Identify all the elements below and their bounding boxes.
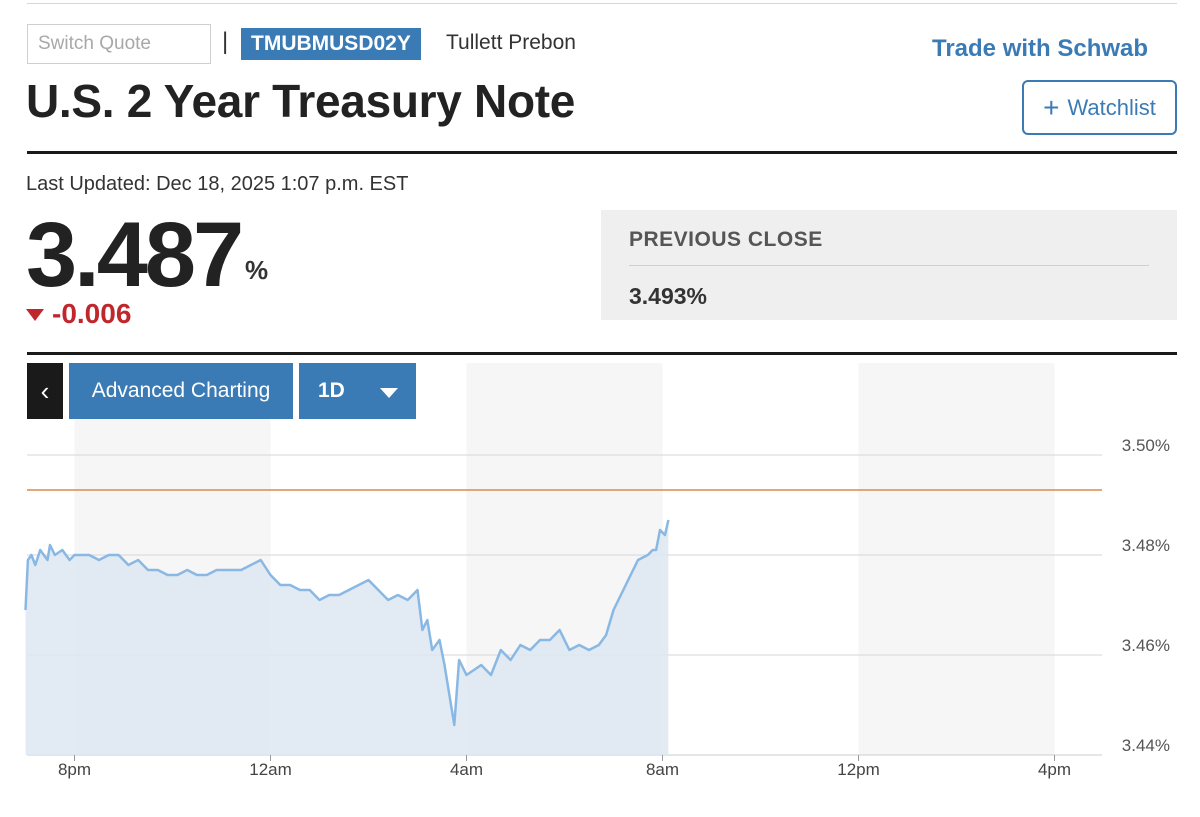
change-value: -0.006: [52, 298, 132, 329]
chevron-down-icon: [380, 388, 398, 398]
x-tick-label: 12am: [249, 760, 292, 779]
separator: |: [222, 28, 229, 55]
page-title: U.S. 2 Year Treasury Note: [26, 75, 576, 127]
chevron-left-icon: ‹: [40, 375, 50, 406]
y-tick-label: 3.46%: [1122, 636, 1170, 655]
current-price: 3.487: [26, 204, 244, 306]
x-tick-label: 4pm: [1038, 760, 1071, 779]
price-change: -0.006: [26, 298, 131, 330]
top-divider: [27, 3, 1177, 4]
range-value: 1D: [318, 379, 345, 402]
last-updated: Last Updated: Dec 18, 2025 1:07 p.m. EST: [26, 173, 409, 195]
data-source: Tullett Prebon: [446, 31, 576, 54]
switch-quote-input[interactable]: [27, 24, 211, 64]
chart-band: [858, 363, 1055, 755]
ticker-badge: TMUBMUSD02Y: [241, 28, 421, 60]
range-dropdown[interactable]: 1D: [299, 363, 416, 419]
price-unit: %: [245, 255, 269, 285]
y-tick-label: 3.50%: [1122, 436, 1170, 455]
watchlist-label: Watchlist: [1067, 94, 1156, 120]
previous-close-label: PREVIOUS CLOSE: [629, 228, 823, 251]
x-tick-label: 4am: [450, 760, 483, 779]
add-watchlist-button[interactable]: + Watchlist: [1022, 80, 1177, 135]
advanced-charting-button[interactable]: Advanced Charting: [69, 363, 293, 419]
previous-close-value: 3.493%: [629, 283, 708, 309]
header-divider: [27, 151, 1177, 154]
trade-with-schwab-link[interactable]: Trade with Schwab: [932, 35, 1149, 62]
previous-close-divider: [629, 265, 1149, 266]
down-arrow-icon: [26, 309, 44, 321]
x-tick-label: 8am: [646, 760, 679, 779]
price-chart: 3.50% 3.48% 3.46% 3.44% 8pm 12am 4am 8am 12pm 4pm: [24, 363, 1170, 779]
previous-close-panel: PREVIOUS CLOSE 3.493%: [601, 210, 1177, 320]
x-tick-label: 8pm: [58, 760, 91, 779]
chart-divider: [27, 352, 1177, 355]
plus-icon: +: [1043, 91, 1060, 123]
series-line: [24, 519, 670, 727]
y-tick-label: 3.44%: [1122, 736, 1170, 755]
y-tick-label: 3.48%: [1122, 536, 1170, 555]
series-area: [25, 520, 669, 755]
collapse-chevron-button[interactable]: ‹: [27, 363, 63, 419]
x-tick-label: 12pm: [837, 760, 880, 779]
